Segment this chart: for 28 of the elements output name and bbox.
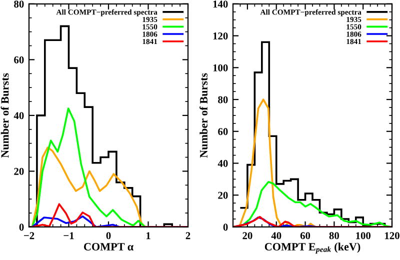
x-tick-label: 0 — [106, 232, 111, 240]
y-tick-label: 20 — [218, 192, 228, 199]
x-tick-label: 60 — [300, 232, 310, 240]
y-tick-label: 100 — [213, 64, 228, 72]
x-tick-label: 1 — [146, 232, 150, 240]
x-tick-label: 80 — [329, 232, 339, 240]
x-tick-label: −2 — [24, 232, 34, 240]
y-tick-label: 0 — [19, 224, 24, 231]
y-tick-label: 60 — [218, 128, 228, 136]
x-tick-label: 100 — [356, 232, 371, 240]
x-tick-label: −1 — [64, 232, 74, 240]
y-tick-label: 80 — [14, 0, 24, 8]
x-tick-label: 20 — [242, 232, 252, 240]
y-tick-label: 40 — [218, 160, 228, 167]
y-tick-label: 120 — [213, 32, 228, 40]
y-tick-label: 80 — [218, 96, 228, 104]
x-tick-label: 120 — [385, 232, 400, 240]
x-tick-label: 2 — [186, 232, 190, 240]
y-tick-label: 40 — [14, 112, 24, 120]
y-tick-label: 0 — [223, 224, 228, 231]
y-tick-label: 140 — [213, 0, 228, 8]
x-axis-title: COMPT α — [84, 243, 134, 250]
y-tick-label: 20 — [14, 168, 24, 175]
x-axis-title: COMPT E$_{peak}$ (keV) — [264, 242, 360, 254]
y-tick-label: 60 — [14, 56, 24, 64]
x-tick-label: 40 — [271, 232, 282, 240]
y-axis-title: Number of Bursts — [0, 73, 9, 158]
y-axis-title: Number of Bursts — [200, 73, 208, 158]
